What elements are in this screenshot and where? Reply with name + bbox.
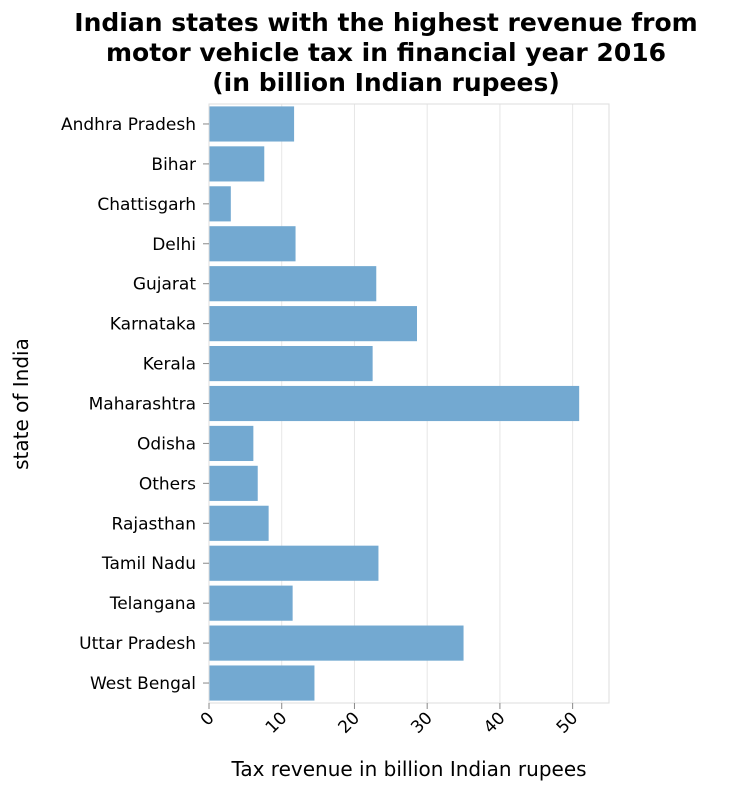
bar — [209, 425, 254, 462]
bar — [209, 186, 231, 222]
bar — [209, 306, 417, 342]
y-tick-label: Kerala — [143, 355, 196, 375]
y-tick-label: Tamil Nadu — [101, 554, 196, 574]
bar — [209, 665, 315, 701]
y-tick-label: Andhra Pradesh — [61, 115, 196, 135]
x-tick-label: 20 — [335, 708, 364, 737]
y-tick-label: Maharashtra — [89, 395, 196, 415]
bar — [209, 385, 580, 422]
y-tick-label: Gujarat — [133, 275, 196, 295]
bar — [209, 146, 265, 182]
bar — [209, 625, 464, 661]
chart-title-line-1: Indian states with the highest revenue f… — [74, 8, 697, 37]
y-tick-label: Chattisgarh — [97, 195, 196, 215]
y-tick-label: Rajasthan — [112, 514, 197, 534]
y-tick-label: Delhi — [152, 235, 196, 255]
bars — [209, 106, 580, 701]
bar — [209, 226, 296, 262]
x-tick-label: 50 — [553, 708, 582, 737]
bar — [209, 106, 295, 142]
bar — [209, 505, 269, 541]
bar — [209, 585, 293, 621]
x-axis: 0 10 20 30 40 50 — [197, 703, 582, 738]
x-tick-label: 0 — [197, 708, 219, 730]
y-tick-label: Odisha — [137, 434, 196, 454]
x-tick-label: 10 — [262, 708, 291, 737]
y-tick-label: Others — [139, 474, 196, 494]
bar — [209, 266, 377, 302]
x-tick-label: 40 — [480, 708, 509, 737]
y-tick-label: Karnataka — [110, 315, 196, 335]
y-tick-label: West Bengal — [90, 674, 196, 694]
y-tick-label: Telangana — [109, 594, 196, 614]
y-tick-label: Uttar Pradesh — [79, 634, 196, 654]
bar — [209, 465, 258, 501]
bar — [209, 345, 373, 382]
chart-title-line-2: motor vehicle tax in financial year 2016 — [106, 38, 666, 67]
x-tick-label: 30 — [407, 708, 436, 737]
chart-title-line-3: (in billion Indian rupees) — [212, 68, 560, 97]
y-axis: Andhra Pradesh Bihar Chattisgarh Delhi Gujar… — [61, 115, 209, 694]
x-axis-title: Tax revenue in billion Indian rupees — [230, 757, 586, 781]
y-tick-label: Bihar — [151, 155, 196, 175]
bar — [209, 545, 379, 581]
y-axis-title: state of India — [9, 338, 33, 470]
